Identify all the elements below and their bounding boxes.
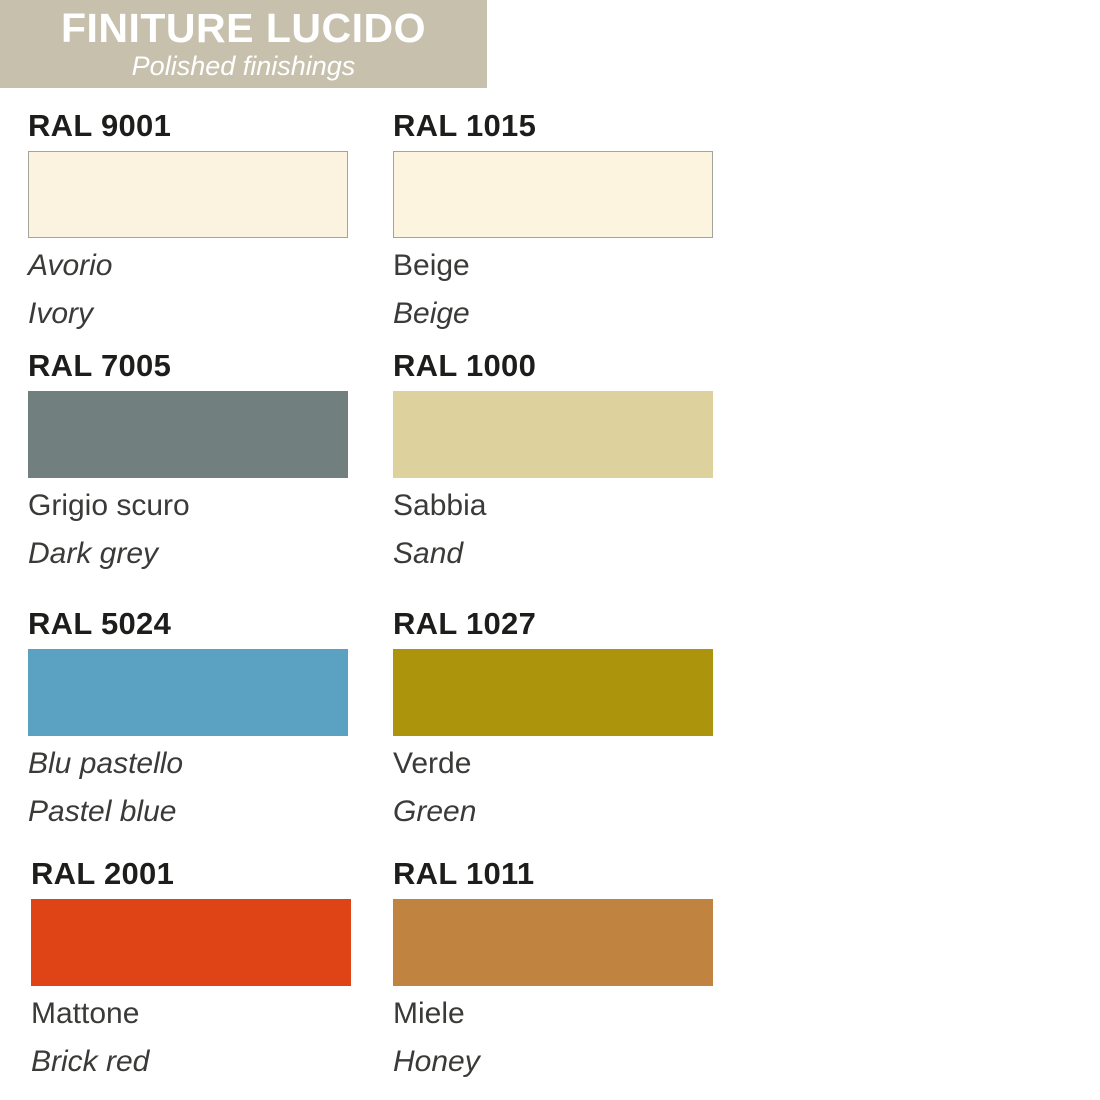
- swatch-card: RAL 1011 Miele Honey: [393, 856, 723, 1079]
- header-banner: FINITURE LUCIDO Polished finishings: [0, 0, 487, 88]
- color-name-english: Pastel blue: [28, 795, 177, 828]
- color-name-italian: Sabbia: [393, 489, 487, 522]
- color-name-english: Brick red: [31, 1045, 150, 1078]
- color-name-english: Green: [393, 795, 477, 828]
- ral-code-label: RAL 5024: [28, 606, 172, 641]
- ral-code-label: RAL 1027: [393, 606, 537, 641]
- page-subtitle: Polished finishings: [131, 51, 356, 81]
- ral-code-label: RAL 1015: [393, 108, 537, 143]
- color-name-italian: Miele: [393, 997, 465, 1030]
- color-swatch: [28, 151, 348, 238]
- ral-code-label: RAL 2001: [31, 856, 175, 891]
- swatch-card: RAL 1027 Verde Green: [393, 606, 723, 829]
- color-name-english: Beige: [393, 297, 470, 330]
- swatch-card: RAL 1015 Beige Beige: [393, 108, 723, 331]
- swatch-card: RAL 9001 Avorio Ivory: [28, 108, 358, 331]
- swatch-card: RAL 7005 Grigio scuro Dark grey: [28, 348, 358, 571]
- color-name-english: Honey: [393, 1045, 480, 1078]
- color-name-italian: Mattone: [31, 997, 140, 1030]
- page-title: FINITURE LUCIDO: [60, 5, 427, 51]
- color-swatch: [393, 899, 713, 986]
- color-swatch: [31, 899, 351, 986]
- color-swatch: [28, 391, 348, 478]
- ral-code-label: RAL 1000: [393, 348, 537, 383]
- color-name-english: Sand: [393, 537, 464, 570]
- color-name-english: Ivory: [28, 297, 94, 330]
- color-name-italian: Beige: [393, 249, 470, 282]
- swatch-card: RAL 1000 Sabbia Sand: [393, 348, 723, 571]
- ral-code-label: RAL 7005: [28, 348, 172, 383]
- color-name-english: Dark grey: [28, 537, 159, 570]
- color-swatch: [393, 151, 713, 238]
- color-swatch: [393, 391, 713, 478]
- color-name-italian: Avorio: [28, 249, 113, 282]
- swatch-card: RAL 2001 Mattone Brick red: [31, 856, 361, 1079]
- ral-code-label: RAL 9001: [28, 108, 172, 143]
- color-name-italian: Grigio scuro: [28, 489, 190, 522]
- color-name-italian: Verde: [393, 747, 472, 780]
- swatch-card: RAL 5024 Blu pastello Pastel blue: [28, 606, 358, 829]
- color-swatch: [393, 649, 713, 736]
- color-name-italian: Blu pastello: [28, 747, 184, 780]
- color-swatch: [28, 649, 348, 736]
- ral-code-label: RAL 1011: [393, 856, 535, 891]
